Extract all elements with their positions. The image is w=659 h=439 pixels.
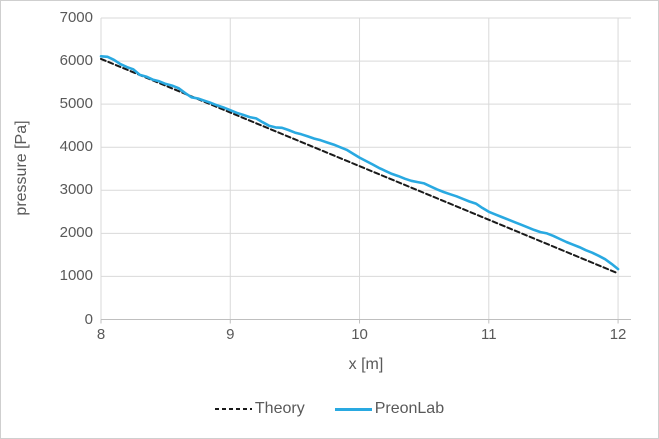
y-tick-label: 6000: [59, 52, 93, 70]
y-tick-label: 3000: [59, 181, 93, 199]
x-axis-title: x [m]: [348, 356, 384, 373]
legend-label-theory: Theory: [254, 400, 305, 417]
y-tick-label: 0: [84, 310, 93, 328]
legend-item-theory: Theory: [214, 400, 305, 418]
y-tick-label: 4000: [59, 138, 93, 156]
legend-item-preonlab: PreonLab: [334, 400, 445, 418]
y-tick-label: 5000: [59, 95, 93, 113]
legend-label-preonlab: PreonLab: [374, 400, 445, 417]
x-tick-label: 8: [96, 326, 106, 343]
y-tick-label: 2000: [59, 224, 93, 242]
y-tick-label: 1000: [59, 267, 93, 285]
x-tick-label: 11: [481, 326, 497, 343]
x-tick-label: 12: [609, 326, 627, 343]
preonlab-line-swatch: [334, 407, 372, 411]
x-tick-label: 10: [351, 326, 368, 343]
legend: Theory PreonLab: [1, 400, 658, 418]
theory-line-swatch: [214, 408, 252, 410]
x-tick-label: 9: [226, 326, 235, 343]
y-axis-title: pressure [Pa]: [13, 120, 30, 216]
y-tick-label: 7000: [59, 9, 93, 26]
preonlab-series-line: [99, 55, 620, 271]
